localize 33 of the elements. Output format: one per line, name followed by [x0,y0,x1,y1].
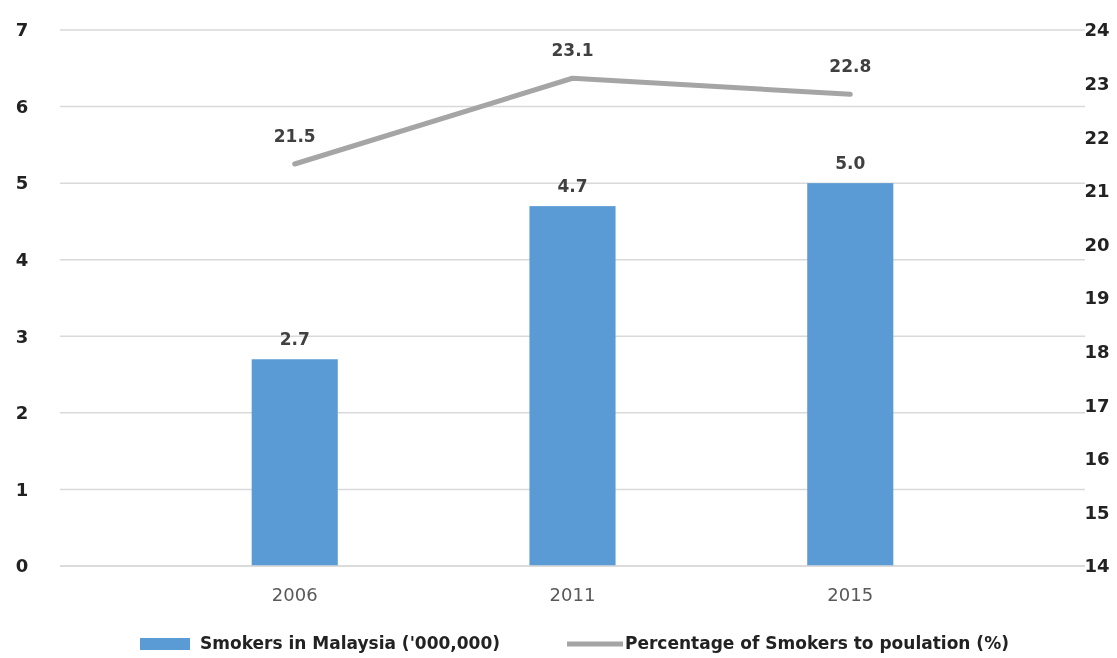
x-tick-label: 2006 [271,584,318,605]
y2-tick-label: 22 [1084,126,1110,148]
y2-tick-label: 21 [1084,180,1110,202]
y-tick-label: 6 [15,95,29,117]
y-tick-label: 1 [15,478,29,500]
y2-tick-label: 23 [1084,72,1110,94]
legend-label: Percentage of Smokers to poulation (%) [625,633,1009,653]
y2-tick-label: 24 [1084,19,1110,41]
data-label: 23.1 [551,40,594,61]
y2-tick-label: 18 [1084,340,1110,362]
data-label: 21.5 [273,126,316,146]
data-label: 22.8 [829,56,872,77]
bar [251,359,338,566]
y-tick-label: 2 [15,402,29,424]
y-tick-label: 7 [15,19,29,41]
y2-tick-label: 14 [1084,555,1110,577]
x-tick-label: 2011 [549,584,596,605]
y2-tick-label: 15 [1084,501,1110,523]
data-label: 2.7 [279,329,310,350]
y-tick-label: 5 [15,172,29,194]
y-tick-label: 4 [15,249,29,271]
legend-label: Smokers in Malaysia ('000,000) [200,633,501,653]
data-label: 5.0 [835,153,866,174]
y-tick-label: 0 [15,555,29,577]
data-label: 4.7 [557,176,588,197]
bar [529,206,616,566]
x-tick-label: 2015 [827,584,874,605]
y2-tick-label: 20 [1084,233,1110,255]
y2-tick-label: 19 [1084,287,1110,309]
bar [807,183,894,566]
y2-tick-label: 16 [1084,448,1110,470]
y-tick-label: 3 [15,325,29,347]
y2-tick-label: 17 [1084,394,1110,416]
